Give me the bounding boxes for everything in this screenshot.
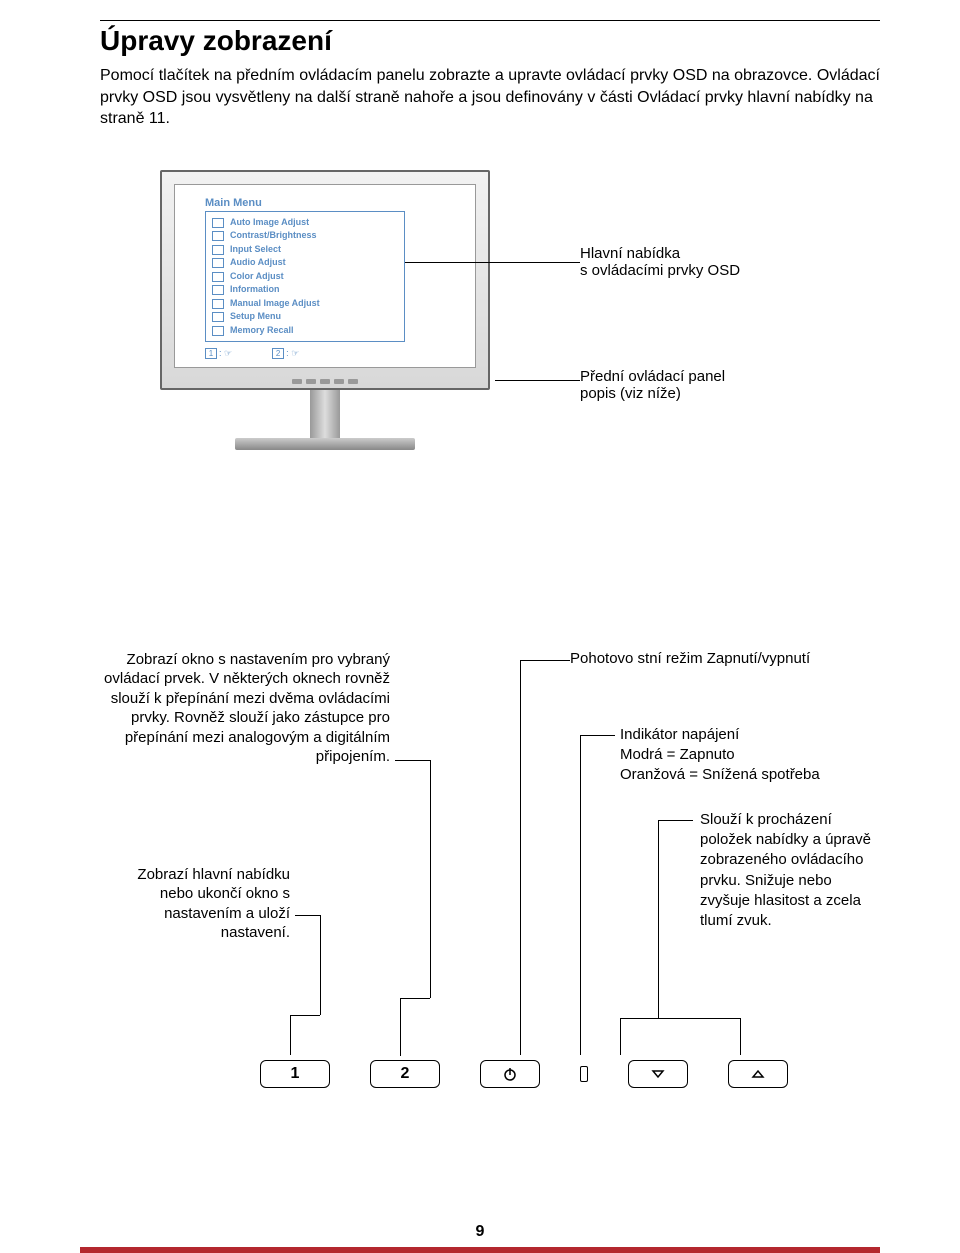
connector-line	[520, 660, 521, 1055]
power-icon	[502, 1066, 518, 1082]
osd-item-icon	[212, 312, 224, 322]
monitor-bezel: Main Menu Auto Image Adjust Contrast/Bri…	[160, 170, 490, 390]
button-up	[728, 1060, 788, 1088]
bezel-buttons	[292, 379, 358, 384]
osd-item-icon	[212, 285, 224, 295]
label-front-panel: Přední ovládací panel popis (viz níže)	[580, 368, 725, 402]
connector-line	[658, 820, 659, 1018]
osd-item-icon	[212, 218, 224, 228]
button-power	[480, 1060, 540, 1088]
osd-foot-2: 2	[272, 348, 284, 359]
right-desc-power: Pohotovo stní režim Zapnutí/vypnutí	[570, 650, 810, 667]
controls-diagram: Zobrazí okno s nastavením pro vybraný ov…	[100, 620, 880, 1140]
pointer-line	[405, 262, 580, 263]
osd-item-label: Memory Recall	[230, 324, 294, 338]
osd-item: Manual Image Adjust	[212, 297, 398, 311]
label-line: Modrá = Zapnuto	[620, 745, 820, 765]
osd-item-label: Auto Image Adjust	[230, 216, 309, 230]
osd-item-label: Setup Menu	[230, 310, 281, 324]
led-indicator	[580, 1066, 588, 1082]
osd-item: Memory Recall	[212, 324, 398, 338]
left-desc-2: Zobrazí hlavní nabídku nebo ukončí okno …	[100, 865, 290, 943]
osd-item-label: Contrast/Brightness	[230, 229, 317, 243]
right-desc-led: Indikátor napájení Modrá = Zapnuto Oranž…	[620, 725, 820, 786]
connector-line	[290, 1015, 320, 1016]
label-line: Oranžová = Snížená spotřeba	[620, 765, 820, 785]
button-2: 2	[370, 1060, 440, 1088]
connector-line	[580, 735, 615, 736]
monitor-stand-base	[235, 438, 415, 450]
footer-red-bar	[80, 1247, 880, 1253]
osd-item-label: Input Select	[230, 243, 281, 257]
monitor-stand-neck	[310, 388, 340, 438]
osd-item: Information	[212, 283, 398, 297]
osd-item-label: Color Adjust	[230, 270, 284, 284]
connector-line	[400, 998, 401, 1056]
label-line: Hlavní nabídka	[580, 245, 740, 262]
osd-menu: Main Menu Auto Image Adjust Contrast/Bri…	[205, 197, 405, 362]
label-line: s ovládacími prvky OSD	[580, 262, 740, 279]
connector-line	[295, 915, 320, 916]
right-desc-arrows: Slouží k procházení položek nabídky a úp…	[700, 810, 880, 932]
intro-paragraph: Pomocí tlačítek na předním ovládacím pan…	[100, 65, 880, 130]
osd-item-icon	[212, 231, 224, 241]
connector-line	[320, 915, 321, 1015]
osd-menu-box: Auto Image Adjust Contrast/Brightness In…	[205, 211, 405, 343]
connector-line	[395, 760, 430, 761]
osd-item: Auto Image Adjust	[212, 216, 398, 230]
osd-item-label: Information	[230, 283, 280, 297]
label-line: Indikátor napájení	[620, 725, 820, 745]
pointer-line	[495, 380, 580, 381]
monitor-screen: Main Menu Auto Image Adjust Contrast/Bri…	[174, 184, 476, 368]
chevron-down-icon	[651, 1069, 665, 1079]
page-number: 9	[476, 1223, 485, 1241]
osd-item-icon	[212, 299, 224, 309]
osd-item: Contrast/Brightness	[212, 229, 398, 243]
connector-line	[580, 735, 581, 1055]
label-line: Přední ovládací panel	[580, 368, 725, 385]
osd-foot-1: 1	[205, 348, 217, 359]
osd-item-label: Audio Adjust	[230, 256, 286, 270]
osd-item-icon	[212, 326, 224, 336]
label-main-menu: Hlavní nabídka s ovládacími prvky OSD	[580, 245, 740, 279]
connector-line	[620, 1018, 621, 1055]
osd-item-icon	[212, 245, 224, 255]
osd-item: Setup Menu	[212, 310, 398, 324]
monitor-figure: Main Menu Auto Image Adjust Contrast/Bri…	[100, 170, 880, 610]
button-1: 1	[260, 1060, 330, 1088]
osd-footer: 1: ☞ 2: ☞	[205, 343, 405, 361]
page-title: Úpravy zobrazení	[100, 20, 880, 57]
chevron-up-icon	[751, 1069, 765, 1079]
connector-line	[290, 1015, 291, 1055]
connector-line	[658, 820, 693, 821]
osd-item: Color Adjust	[212, 270, 398, 284]
osd-item-label: Manual Image Adjust	[230, 297, 320, 311]
connector-line	[400, 998, 430, 999]
osd-menu-title: Main Menu	[205, 197, 405, 209]
label-line: popis (viz níže)	[580, 385, 725, 402]
connector-line	[430, 760, 431, 998]
osd-item-icon	[212, 272, 224, 282]
connector-line	[520, 660, 570, 661]
control-button-row: 1 2	[260, 1060, 788, 1088]
button-down	[628, 1060, 688, 1088]
left-desc-1: Zobrazí okno s nastavením pro vybraný ov…	[100, 650, 390, 767]
osd-item-icon	[212, 258, 224, 268]
osd-item: Audio Adjust	[212, 256, 398, 270]
connector-line	[620, 1018, 740, 1019]
osd-item: Input Select	[212, 243, 398, 257]
connector-line	[740, 1018, 741, 1055]
